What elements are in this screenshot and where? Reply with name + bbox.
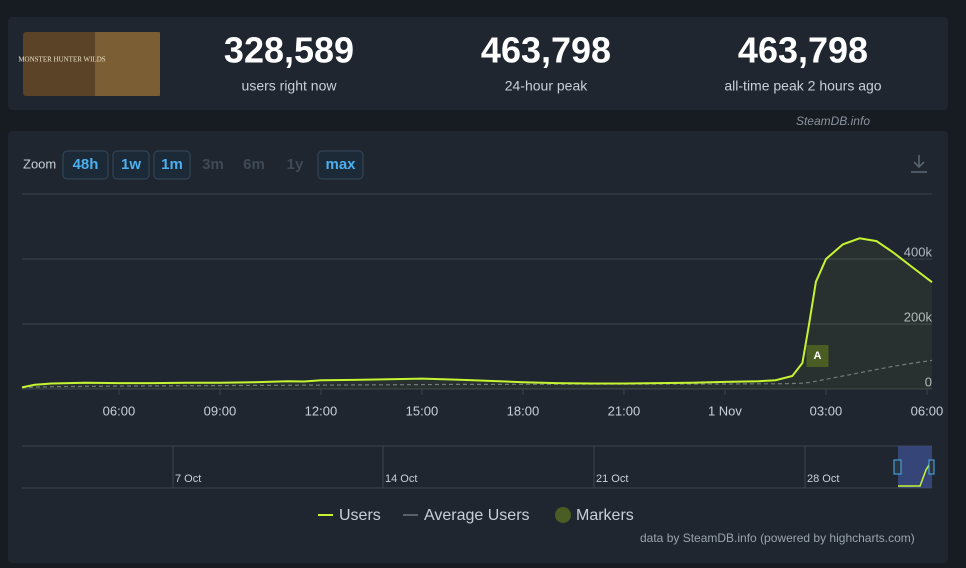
zoom-button-label[interactable]: max — [325, 156, 356, 173]
navigator-handle[interactable] — [928, 459, 935, 475]
x-tick-label: 15:00 — [406, 403, 439, 418]
legend-markers-icon[interactable] — [555, 507, 571, 523]
navigator-selection[interactable] — [898, 446, 932, 488]
x-tick-label: 12:00 — [305, 403, 338, 418]
x-tick-label: 18:00 — [507, 403, 540, 418]
zoom-button-label[interactable]: 1w — [121, 156, 141, 173]
zoom-button[interactable] — [317, 150, 364, 180]
x-tick-label: 09:00 — [204, 403, 237, 418]
navigator-label: 28 Oct — [807, 473, 839, 485]
download-icon[interactable] — [911, 155, 927, 173]
zoom-button-label: 3m — [202, 156, 224, 173]
stat-label: 24-hour peak — [505, 78, 589, 94]
users-line — [21, 237, 933, 389]
chart-panel — [8, 131, 948, 563]
zoom-label: Zoom — [23, 156, 56, 171]
x-tick-label: 21:00 — [608, 403, 641, 418]
average-line — [21, 359, 933, 389]
stat-value: 463,798 — [738, 30, 868, 71]
zoom-button-label: 1y — [287, 156, 304, 173]
y-tick-label: 0 — [925, 374, 932, 389]
navigator-label: 14 Oct — [385, 473, 417, 485]
zoom-button[interactable] — [112, 150, 150, 180]
legend-item[interactable]: Average Users — [424, 507, 530, 524]
zoom-button-label[interactable]: 1m — [161, 156, 183, 173]
stat-value: 328,589 — [224, 30, 354, 71]
zoom-button-label[interactable]: 48h — [73, 156, 99, 173]
navigator-label: 7 Oct — [175, 473, 201, 485]
credits: data by SteamDB.info (powered by highcha… — [640, 531, 915, 545]
marker-label: A — [814, 350, 822, 362]
navigator-handle[interactable] — [893, 459, 902, 475]
zoom-button[interactable] — [153, 150, 191, 180]
game-image-text: MONSTER HUNTER WILDS — [18, 56, 105, 64]
stat-value: 463,798 — [481, 30, 611, 71]
legend-item[interactable]: Users — [339, 507, 381, 524]
navigator-label: 21 Oct — [596, 473, 628, 485]
stat-label: users right now — [242, 78, 338, 94]
zoom-button[interactable] — [62, 150, 109, 180]
marker — [806, 345, 829, 367]
game-image-art — [95, 32, 160, 96]
x-tick-label: 03:00 — [810, 403, 843, 418]
x-tick-label: 06:00 — [103, 403, 136, 418]
legend-item[interactable]: Markers — [576, 507, 634, 524]
stat-label: all-time peak 2 hours ago — [724, 78, 881, 94]
zoom-button-label: 6m — [243, 156, 265, 173]
x-tick-label: 1 Nov — [708, 403, 742, 418]
y-tick-label: 200k — [904, 309, 933, 324]
users-area — [22, 238, 932, 389]
x-tick-label: 06:00 — [911, 403, 944, 418]
y-tick-label: 400k — [904, 244, 933, 259]
stats-panel — [8, 17, 948, 110]
watermark: SteamDB.info — [796, 114, 870, 128]
